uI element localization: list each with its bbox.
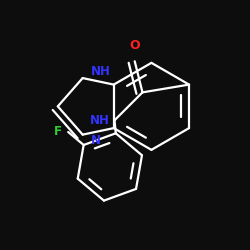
Text: F: F [54, 126, 62, 138]
Text: NH: NH [90, 114, 110, 127]
Text: N: N [90, 134, 101, 147]
Text: NH: NH [90, 65, 110, 78]
Text: O: O [130, 39, 140, 52]
